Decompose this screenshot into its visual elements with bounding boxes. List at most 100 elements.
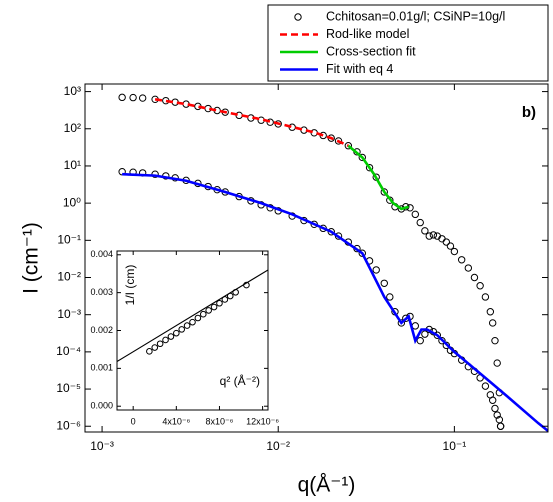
y-tick-label: 10² <box>64 121 81 135</box>
x-axis-label: q(Å⁻¹) <box>298 474 356 497</box>
panel-label: b) <box>522 104 536 121</box>
data-point <box>442 238 451 246</box>
legend-label: Fit with eq 4 <box>326 62 393 76</box>
data-point <box>380 279 388 287</box>
data-point <box>380 188 388 196</box>
legend-label: Cross-section fit <box>326 44 416 58</box>
data-point <box>372 266 380 274</box>
data-point <box>493 359 501 367</box>
y-tick-label: 10⁻⁴ <box>56 344 81 358</box>
plot-frame <box>84 83 549 433</box>
data-point <box>194 314 202 322</box>
fit-line <box>117 269 268 363</box>
fit-line <box>347 144 410 211</box>
data-point <box>327 228 335 236</box>
data-point <box>146 348 153 355</box>
data-layer <box>117 269 268 363</box>
x-tick-label: 4x10⁻⁶ <box>162 416 190 426</box>
y-tick-label: 10⁻⁵ <box>56 381 81 395</box>
data-point <box>167 333 175 340</box>
x-tick-label: 8x10⁻⁶ <box>205 416 233 426</box>
y-tick-label: 10⁻³ <box>57 307 81 321</box>
data-point <box>476 282 484 290</box>
data-point <box>138 94 147 102</box>
data-point <box>491 336 499 345</box>
data-point <box>481 293 490 301</box>
data-point <box>210 303 218 311</box>
data-point <box>199 310 207 318</box>
y-tick-label: 10⁻¹ <box>57 232 81 246</box>
y-tick-label: 0.002 <box>90 325 113 335</box>
y-tick-label: 10⁰ <box>63 195 81 209</box>
data-point <box>365 163 374 172</box>
legend: Cchitosan=0.01g/l; CSiNP=10g/l Rod-like m… <box>267 4 549 82</box>
x-tick-label: 0 <box>131 416 136 426</box>
y-axis-label: I (cm⁻¹) <box>20 222 43 294</box>
data-point <box>433 331 442 339</box>
data-point <box>156 340 164 348</box>
x-tick-label: 10⁻³ <box>90 439 114 453</box>
data-point <box>488 396 497 404</box>
data-point <box>344 142 353 150</box>
data-point <box>129 93 137 102</box>
data-point <box>173 329 180 337</box>
data-point <box>358 249 366 257</box>
fit-line <box>154 98 349 147</box>
x-tick-label: 10⁻¹ <box>443 439 467 453</box>
y-tick-label: 0.001 <box>90 363 113 373</box>
data-point <box>397 319 406 327</box>
data-point <box>334 137 343 145</box>
data-point <box>416 218 424 227</box>
data-point <box>386 293 394 301</box>
data-point <box>416 336 424 345</box>
data-point <box>470 273 479 282</box>
y-tick-label: 0.003 <box>90 287 113 297</box>
y-tick-label: 10⁻⁶ <box>56 418 81 432</box>
x-tick-label: 10⁻² <box>266 439 290 453</box>
y-tick-label: 0.000 <box>90 401 113 411</box>
y-tick-label: 10³ <box>64 84 81 98</box>
data-point <box>178 326 186 333</box>
data-point <box>183 322 191 329</box>
data-point <box>450 247 459 256</box>
data-point <box>486 308 495 316</box>
data-point <box>446 242 455 250</box>
data-point <box>481 382 490 390</box>
x-tick-label: 12x10⁻⁶ <box>246 416 279 426</box>
inset-axis-label: q² (Å⁻²) <box>220 373 260 388</box>
data-point <box>358 153 366 162</box>
fit-line <box>122 172 548 432</box>
data-point <box>118 93 126 102</box>
y-axis-label: 1/I (cm) <box>123 265 137 306</box>
data-point <box>421 330 429 338</box>
legend-label: Rod-like model <box>326 27 409 41</box>
data-point <box>496 422 505 430</box>
data-point <box>205 307 212 314</box>
y-tick-label: 0.004 <box>90 249 113 259</box>
data-point <box>425 232 433 240</box>
y-tick-label: 10⁻² <box>57 270 81 284</box>
data-point <box>464 264 473 272</box>
legend-symbol <box>294 13 302 21</box>
data-point <box>411 210 419 219</box>
data-point <box>189 318 196 326</box>
plot-background <box>117 251 268 410</box>
data-point <box>421 227 429 235</box>
data-point <box>162 336 169 344</box>
legend-label: Cchitosan=0.01g/l; CSiNP=10g/l <box>326 9 505 23</box>
data-point <box>429 231 438 239</box>
data-point <box>266 118 274 126</box>
data-point <box>151 344 159 351</box>
data-point <box>457 256 466 264</box>
data-point <box>438 336 446 345</box>
chart-1: 0 4x10⁻⁶ 8x10⁻⁶ 12x10⁻⁶ 0.000 0.001 0.002 0.003… <box>90 249 279 426</box>
data-point <box>488 319 497 327</box>
data-point <box>402 203 410 211</box>
y-tick-label: 10¹ <box>64 158 81 172</box>
data-point <box>491 404 499 413</box>
data-point <box>493 411 501 419</box>
data-layer <box>118 93 548 432</box>
data-point <box>216 299 223 307</box>
